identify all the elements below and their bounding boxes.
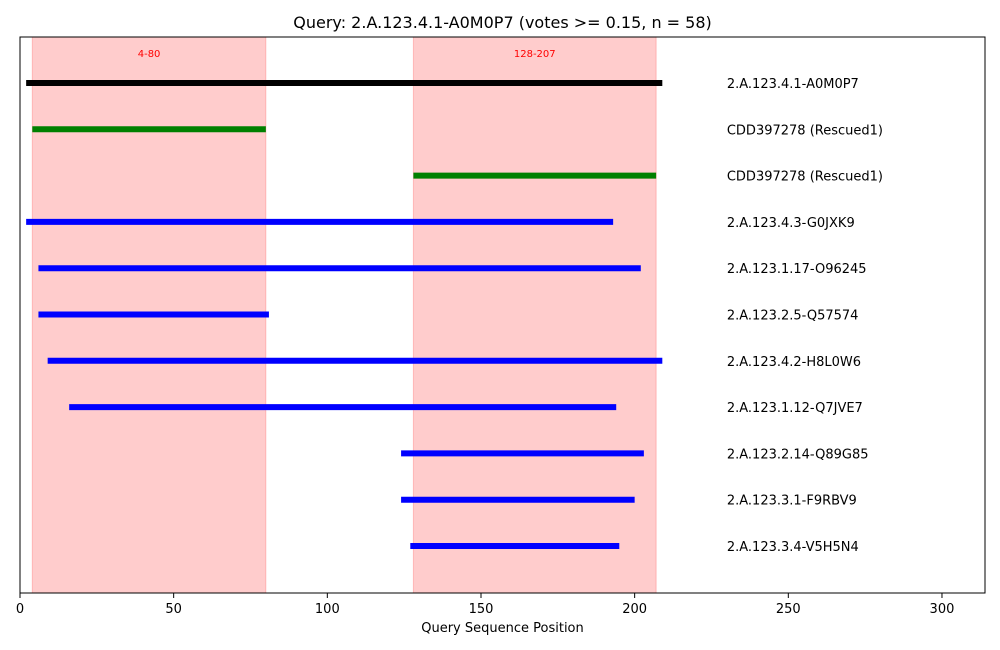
segment-label: 2.A.123.4.1-A0M0P7 — [727, 77, 859, 92]
segments — [26, 80, 663, 549]
segment-label: 2.A.123.3.1-F9RBV9 — [727, 494, 857, 509]
segment-label: 2.A.123.4.2-H8L0W6 — [727, 355, 861, 370]
x-tick-label: 250 — [776, 602, 801, 617]
x-axis-label: Query Sequence Position — [421, 621, 584, 636]
segment-labels: 2.A.123.4.1-A0M0P7 CDD397278 (Rescued1) CD… — [727, 77, 883, 555]
segment-label: 2.A.123.1.17-O96245 — [727, 262, 867, 277]
x-tick-label: 300 — [930, 602, 955, 617]
x-tick-label: 150 — [469, 602, 494, 617]
segment-label: 2.A.123.1.12-Q7JVE7 — [727, 401, 863, 416]
region-label: 4-80 — [138, 49, 161, 60]
plot-frame — [19, 36, 986, 594]
segment-label: 2.A.123.2.5-Q57574 — [727, 309, 859, 324]
x-tick-label: 200 — [622, 602, 647, 617]
x-tick-label: 100 — [315, 602, 340, 617]
segment-label: CDD397278 (Rescued1) — [727, 123, 883, 138]
chart-title: Query: 2.A.123.4.1-A0M0P7 (votes >= 0.15… — [293, 13, 712, 32]
region-label: 128-207 — [514, 49, 556, 60]
x-tick-label: 0 — [16, 602, 24, 617]
x-axis: 0 50 100 150 200 250 300 — [16, 593, 955, 617]
segment-label: CDD397278 (Rescued1) — [727, 170, 883, 185]
segment-label: 2.A.123.3.4-V5H5N4 — [727, 540, 859, 555]
segment-label: 2.A.123.2.14-Q89G85 — [727, 447, 869, 462]
x-tick-label: 50 — [165, 602, 182, 617]
highlight-region — [412, 36, 657, 594]
segment-label: 2.A.123.4.3-G0JXK9 — [727, 216, 855, 231]
